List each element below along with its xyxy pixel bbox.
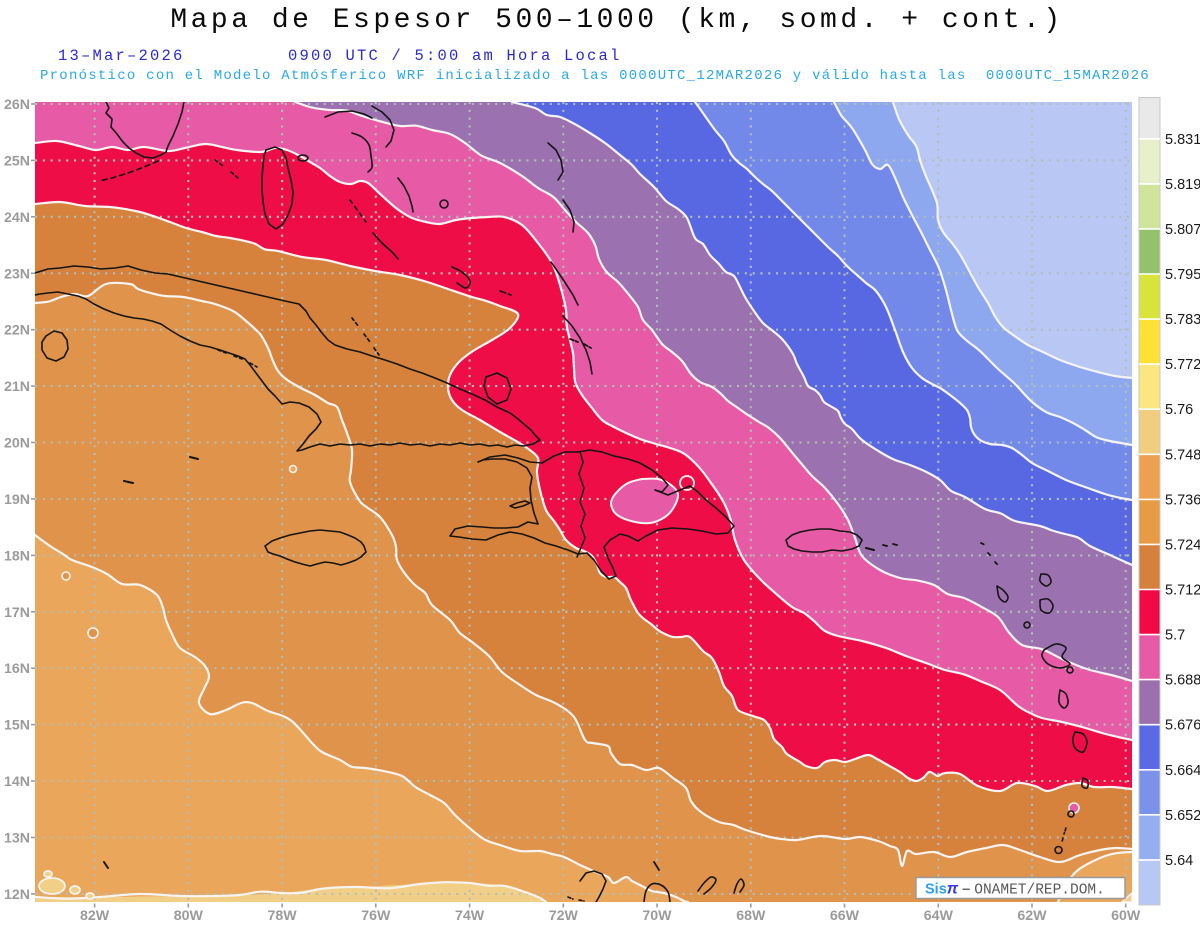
svg-text:78W: 78W (268, 908, 298, 924)
svg-text:19N: 19N (4, 492, 30, 508)
svg-text:26N: 26N (4, 97, 30, 113)
svg-text:68W: 68W (736, 908, 766, 924)
svg-text:5.795: 5.795 (1165, 267, 1200, 283)
svg-text:23N: 23N (4, 266, 30, 282)
svg-text:25N: 25N (4, 153, 30, 169)
svg-text:15N: 15N (4, 718, 30, 734)
svg-text:5.819: 5.819 (1165, 177, 1200, 193)
svg-text:17N: 17N (4, 605, 30, 621)
svg-text:80W: 80W (174, 908, 204, 924)
svg-text:74W: 74W (455, 908, 485, 924)
svg-text:72W: 72W (549, 908, 579, 924)
svg-text:Sisπ – ONAMET/REP.DOM.: Sisπ – ONAMET/REP.DOM. (925, 881, 1105, 899)
svg-text:76W: 76W (361, 908, 391, 924)
svg-text:13N: 13N (4, 831, 30, 847)
svg-text:5.724: 5.724 (1165, 537, 1200, 553)
svg-text:5.783: 5.783 (1165, 312, 1200, 328)
svg-text:70W: 70W (642, 908, 672, 924)
svg-text:21N: 21N (4, 379, 30, 395)
svg-text:22N: 22N (4, 323, 30, 339)
svg-text:82W: 82W (80, 908, 110, 924)
svg-text:20N: 20N (4, 436, 30, 452)
svg-text:5.676: 5.676 (1165, 718, 1200, 734)
svg-text:5.652: 5.652 (1165, 808, 1200, 824)
svg-text:66W: 66W (830, 908, 860, 924)
svg-text:18N: 18N (4, 548, 30, 564)
svg-text:24N: 24N (4, 210, 30, 226)
svg-text:16N: 16N (4, 661, 30, 677)
svg-text:12N: 12N (4, 887, 30, 903)
svg-text:5.688: 5.688 (1165, 673, 1200, 689)
svg-text:5.748: 5.748 (1165, 447, 1200, 463)
svg-text:5.664: 5.664 (1165, 763, 1200, 779)
svg-text:14N: 14N (4, 774, 30, 790)
svg-text:5.64: 5.64 (1165, 853, 1193, 869)
svg-text:5.76: 5.76 (1165, 402, 1193, 418)
svg-text:62W: 62W (1017, 908, 1047, 924)
svg-text:5.772: 5.772 (1165, 357, 1200, 373)
svg-text:5.736: 5.736 (1165, 492, 1200, 508)
svg-text:5.831: 5.831 (1165, 132, 1200, 148)
svg-text:5.712: 5.712 (1165, 583, 1200, 599)
svg-text:64W: 64W (924, 908, 954, 924)
svg-text:60W: 60W (1111, 908, 1141, 924)
svg-text:5.7: 5.7 (1165, 628, 1185, 644)
svg-text:5.807: 5.807 (1165, 222, 1200, 238)
